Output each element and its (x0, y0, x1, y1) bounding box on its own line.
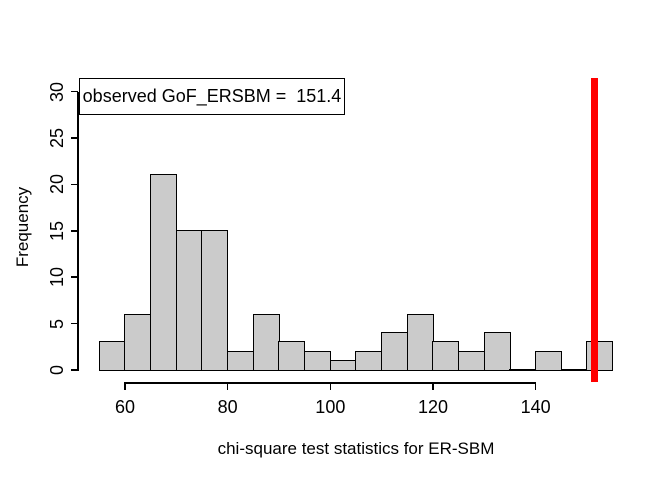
x-axis-tick (226, 382, 229, 390)
y-tick-label: 20 (47, 174, 67, 195)
histogram-bar (278, 341, 306, 371)
legend-label: observed GoF_ERSBM = 151.4 (82, 86, 342, 106)
histogram-bar (98, 341, 126, 371)
x-tick-label: 100 (315, 397, 346, 417)
histogram-bar (534, 350, 563, 371)
observed-value-line (590, 78, 598, 382)
x-tick-label: 120 (417, 397, 449, 417)
histogram-bar (457, 350, 486, 371)
x-tick-label: 60 (114, 397, 136, 417)
x-axis-title: chi-square test statistics for ER-SBM (217, 439, 495, 458)
histogram-bar (406, 313, 434, 371)
y-axis-tick (70, 183, 78, 186)
histogram-bar (226, 350, 255, 371)
x-axis-tick (534, 382, 537, 390)
histogram-bar (380, 332, 409, 371)
histogram-bar (124, 313, 152, 371)
y-tick-label: 10 (47, 267, 67, 288)
y-axis-tick (70, 276, 78, 278)
histogram-bar (252, 313, 280, 371)
y-tick-label: 15 (47, 220, 67, 241)
histogram-bar (303, 350, 332, 371)
histogram-bar (329, 359, 357, 371)
histogram-bar (355, 350, 383, 371)
y-axis-tick (70, 90, 78, 93)
histogram-bar (175, 230, 203, 371)
legend-box: observed GoF_ERSBM = 151.4 (79, 78, 345, 115)
histogram-bar (201, 230, 229, 371)
y-tick-label: 0 (47, 364, 67, 376)
y-axis-tick (70, 137, 78, 139)
x-axis-tick (124, 382, 126, 390)
histogram-bar (483, 332, 511, 371)
x-axis-tick (329, 382, 332, 390)
x-tick-label: 80 (217, 397, 238, 417)
y-tick-label: 5 (47, 318, 67, 329)
y-axis-tick (70, 369, 78, 371)
y-axis-tick (70, 322, 78, 325)
histogram-zero-bar (560, 369, 588, 371)
y-axis-line (77, 91, 79, 372)
y-axis-tick (70, 230, 78, 232)
histogram-bar (149, 174, 178, 371)
x-axis-tick (432, 382, 434, 390)
y-tick-label: 25 (47, 128, 67, 149)
x-tick-label: 140 (520, 397, 551, 417)
histogram-bar (432, 341, 460, 371)
y-tick-label: 30 (47, 81, 67, 102)
histogram-zero-bar (509, 369, 537, 371)
